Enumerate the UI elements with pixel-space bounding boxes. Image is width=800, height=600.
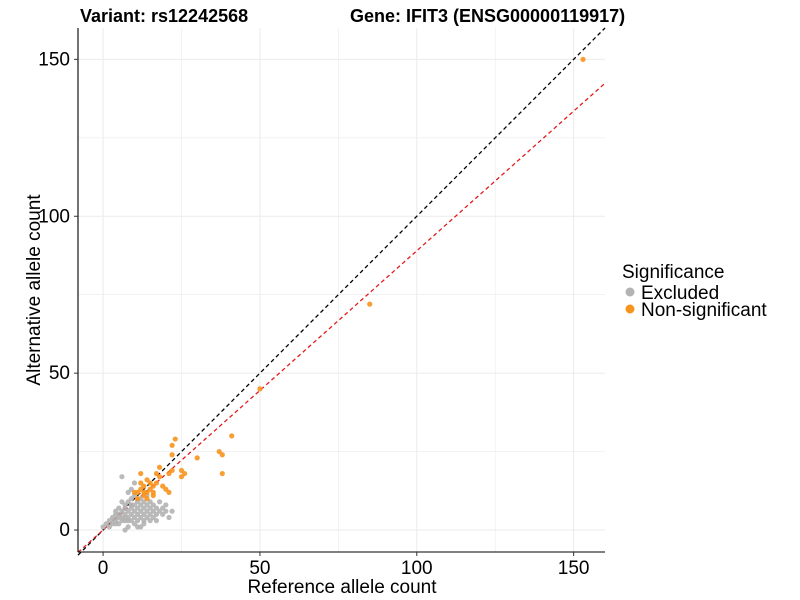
point-non-significant <box>367 301 373 307</box>
chart-title-gene: Gene: IFIT3 (ENSG00000119917) <box>350 6 625 26</box>
point-non-significant <box>144 477 150 483</box>
point-non-significant <box>216 448 222 455</box>
point-excluded <box>131 480 138 486</box>
y-axis-title: Alternative allele count <box>24 194 45 386</box>
point-excluded <box>153 518 160 524</box>
legend-dot-excluded <box>625 287 635 297</box>
data-points <box>100 56 586 533</box>
x-tick-label: 50 <box>249 558 270 579</box>
point-non-significant <box>229 433 235 439</box>
point-non-significant <box>166 470 172 477</box>
reference-line-fit <box>77 82 606 553</box>
axes <box>74 28 605 556</box>
point-non-significant <box>153 470 160 477</box>
x-axis-title: Reference allele count <box>247 577 437 598</box>
y-tick-label: 50 <box>49 363 70 384</box>
point-non-significant <box>219 470 225 477</box>
grid <box>78 28 605 552</box>
point-excluded <box>119 474 125 480</box>
legend-label-excluded: Excluded <box>641 283 719 304</box>
point-non-significant <box>172 436 178 442</box>
point-non-significant <box>135 496 141 502</box>
point-non-significant <box>138 470 144 477</box>
y-tick-label: 150 <box>38 49 70 70</box>
point-non-significant <box>141 492 147 499</box>
point-non-significant <box>194 455 200 461</box>
point-non-significant <box>169 452 175 458</box>
point-excluded <box>122 527 128 533</box>
point-excluded <box>163 502 169 508</box>
chart-title-variant: Variant: rs12242568 <box>80 6 248 26</box>
point-excluded <box>135 524 141 530</box>
point-non-significant <box>156 464 163 470</box>
reference-line-identity <box>77 27 606 556</box>
point-excluded <box>141 521 147 527</box>
point-non-significant <box>169 442 175 448</box>
point-non-significant <box>138 480 144 486</box>
legend-dot-non-significant <box>625 304 635 314</box>
point-non-significant <box>178 474 185 480</box>
legend-label-non-significant: Non-significant <box>641 300 767 321</box>
point-non-significant <box>257 386 263 392</box>
legend-title: Significance <box>622 262 724 283</box>
tick-labels: 0 50 100 150 0 50 100 150 <box>38 49 589 579</box>
reference-lines <box>77 27 606 556</box>
point-non-significant <box>150 489 156 495</box>
x-tick-label: 100 <box>401 558 433 579</box>
y-tick-label: 0 <box>59 520 70 541</box>
y-tick-label: 100 <box>38 206 70 227</box>
point-non-significant <box>178 467 185 474</box>
point-excluded <box>166 514 172 521</box>
point-excluded <box>169 508 175 514</box>
point-non-significant <box>131 489 138 495</box>
point-excluded <box>163 508 169 514</box>
point-non-significant <box>580 56 586 62</box>
x-tick-label: 0 <box>98 558 109 579</box>
x-tick-label: 150 <box>558 558 590 579</box>
legend: Significance Excluded Non-significant <box>622 262 767 321</box>
point-excluded <box>156 499 163 505</box>
point-non-significant <box>166 489 172 495</box>
